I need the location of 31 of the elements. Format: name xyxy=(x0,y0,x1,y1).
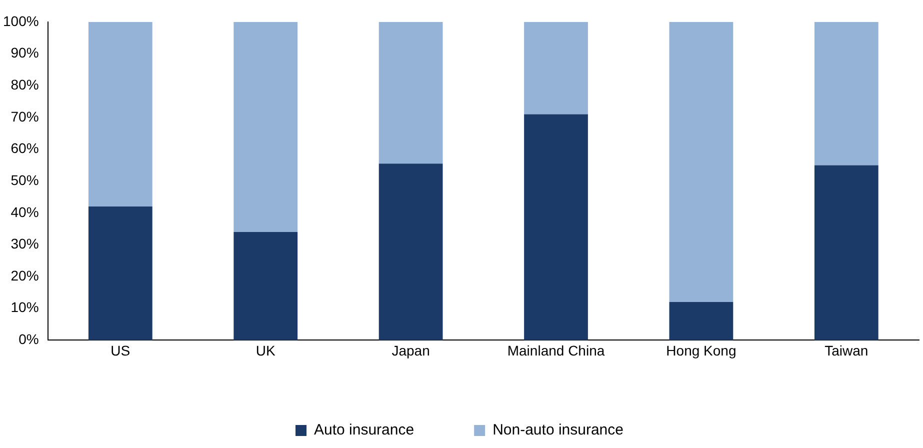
x-tick-label: UK xyxy=(256,342,276,358)
x-tick-label: Taiwan xyxy=(824,342,868,358)
y-tick-label: 0% xyxy=(18,331,39,348)
y-tick-label: 80% xyxy=(10,76,39,92)
bar xyxy=(524,22,588,114)
bar xyxy=(669,22,734,302)
y-tick-label: 90% xyxy=(10,44,39,61)
bar xyxy=(88,22,152,207)
bar xyxy=(524,114,588,340)
x-tick-label: Mainland China xyxy=(507,342,605,358)
x-tick-label: Hong Kong xyxy=(666,342,736,358)
y-tick-label: 100% xyxy=(2,12,39,29)
y-tick-label: 70% xyxy=(10,108,39,124)
x-tick-label: Japan xyxy=(392,342,430,358)
bar xyxy=(814,165,878,340)
bar xyxy=(669,302,734,340)
bar xyxy=(378,164,443,340)
x-tick-label: US xyxy=(110,342,130,358)
bar xyxy=(234,22,298,232)
legend-label: Auto insurance xyxy=(314,422,414,439)
bar xyxy=(814,22,878,166)
y-tick-label: 20% xyxy=(10,267,39,284)
y-tick-label: 10% xyxy=(10,299,39,316)
bar xyxy=(88,206,152,340)
bar xyxy=(378,22,443,164)
y-tick-label: 30% xyxy=(10,236,39,252)
bar xyxy=(234,232,298,340)
y-tick-label: 50% xyxy=(10,172,39,188)
y-tick-label: 60% xyxy=(10,140,39,156)
y-tick-label: 40% xyxy=(10,204,39,220)
legend-label: Non-auto insurance xyxy=(492,422,624,439)
